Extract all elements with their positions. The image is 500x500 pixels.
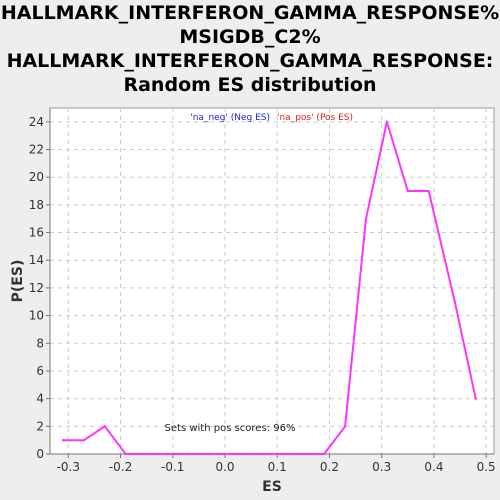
- data-point: [166, 452, 169, 456]
- data-point: [453, 300, 457, 303]
- data-point: [343, 425, 347, 428]
- x-tick-label: -0.2: [109, 460, 132, 474]
- y-tick-label: 2: [36, 419, 44, 433]
- y-axis-label: P(ES): [10, 260, 26, 303]
- annotation: Sets with pos scores: 96%: [165, 423, 296, 434]
- data-point: [103, 425, 107, 428]
- data-point: [187, 452, 190, 456]
- y-tick-label: 4: [36, 392, 44, 406]
- data-point: [291, 452, 295, 456]
- data-point: [208, 452, 211, 456]
- y-tick-label: 18: [29, 198, 44, 212]
- y-tick-label: 6: [36, 364, 44, 378]
- data-point: [385, 120, 389, 124]
- plot-area: [49, 107, 495, 455]
- chart-title: HALLMARK_INTERFERON_GAMMA_RESPONSE% MSIG…: [0, 0, 500, 97]
- y-tick-label: 20: [29, 170, 44, 184]
- y-tick-label: 16: [29, 226, 44, 240]
- x-ticks: -0.3 -0.2 -0.1 0.0 0.1 0.2 0.3 0.4 0.5: [57, 454, 496, 474]
- title-line-2: MSIGDB_C2%: [179, 26, 321, 48]
- y-tick-label: 22: [29, 143, 44, 157]
- data-point: [323, 452, 326, 456]
- y-tick-label: 14: [29, 253, 44, 267]
- x-tick-label: -0.3: [57, 460, 80, 474]
- x-tick-label: 0.5: [477, 460, 496, 474]
- title-line-1: HALLMARK_INTERFERON_GAMMA_RESPONSE%: [0, 2, 500, 24]
- data-point: [61, 438, 65, 442]
- x-tick-label: 0.3: [372, 460, 391, 474]
- data-point: [82, 438, 86, 442]
- grid: [50, 108, 494, 454]
- y-tick-label: 12: [29, 281, 44, 295]
- x-tick-label: 0.4: [424, 460, 443, 474]
- title-line-4: Random ES distribution: [123, 74, 377, 96]
- x-tick-label: 0.2: [320, 460, 339, 474]
- series: [61, 120, 477, 456]
- data-point: [406, 189, 410, 193]
- y-tick-label: 24: [29, 115, 44, 129]
- x-tick-label: 0.0: [215, 460, 234, 474]
- y-tick-label: 8: [36, 336, 44, 350]
- data-point: [427, 189, 430, 193]
- x-tick-label: 0.1: [268, 460, 287, 474]
- y-tick-label: 10: [29, 309, 44, 323]
- data-point: [364, 217, 368, 220]
- legend-pos: 'na_pos' (Pos ES): [277, 113, 353, 123]
- data-point: [145, 452, 148, 456]
- y-tick-label: 0: [36, 447, 44, 461]
- data-point: [229, 452, 232, 456]
- data-point: [124, 452, 127, 456]
- title-line-3: HALLMARK_INTERFERON_GAMMA_RESPONSE:: [6, 50, 494, 72]
- data-point: [249, 452, 253, 456]
- x-tick-label: -0.1: [161, 460, 184, 474]
- legend-neg: 'na_neg' (Neg ES): [190, 113, 270, 123]
- x-axis-label: ES: [262, 479, 282, 495]
- data-point: [270, 452, 274, 456]
- data-point: [312, 452, 315, 456]
- data-point: [474, 397, 477, 400]
